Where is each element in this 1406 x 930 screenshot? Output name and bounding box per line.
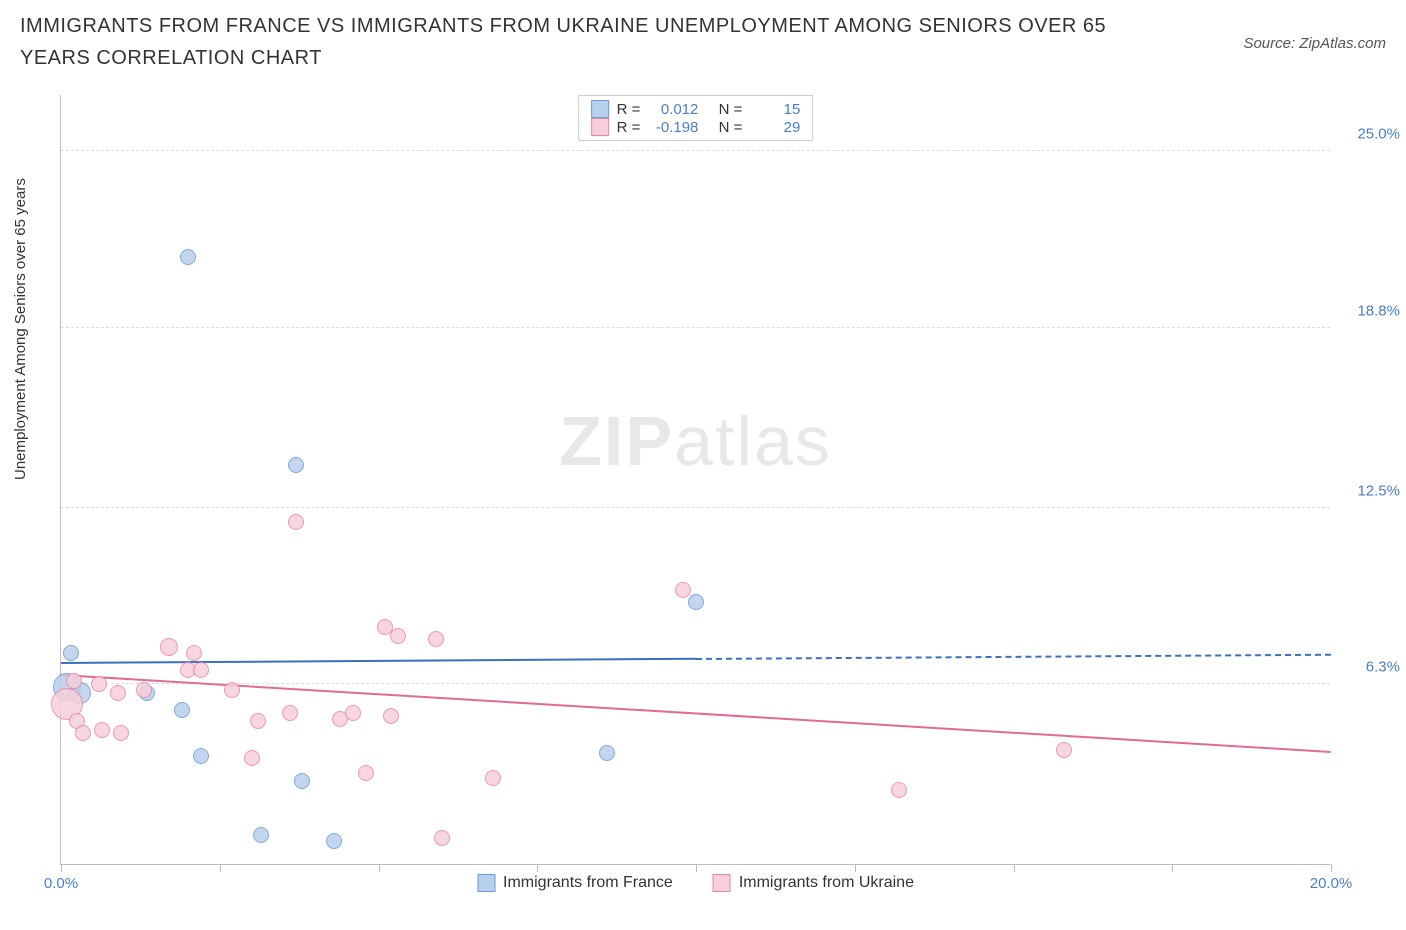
data-point <box>294 773 310 789</box>
data-point <box>91 676 107 692</box>
y-axis-label: Unemployment Among Seniors over 65 years <box>12 178 29 480</box>
data-point <box>94 722 110 738</box>
swatch-ukraine-icon <box>713 874 731 892</box>
chart-title: IMMIGRANTS FROM FRANCE VS IMMIGRANTS FRO… <box>20 10 1170 74</box>
x-tick <box>855 864 856 872</box>
data-point <box>250 713 266 729</box>
series-legend: Immigrants from France Immigrants from U… <box>477 874 914 892</box>
data-point <box>253 827 269 843</box>
trend-line <box>61 674 1331 753</box>
legend-row-france: R = 0.012 N = 15 <box>591 100 801 118</box>
x-tick <box>220 864 221 872</box>
n-label: N = <box>719 101 743 118</box>
trend-line <box>696 654 1331 660</box>
n-label: N = <box>719 119 743 136</box>
data-point <box>675 582 691 598</box>
y-tick-label: 12.5% <box>1357 482 1400 499</box>
data-point <box>383 708 399 724</box>
watermark: ZIPatlas <box>559 401 832 481</box>
x-tick-label: 20.0% <box>1310 875 1353 892</box>
data-point <box>244 750 260 766</box>
n-value-ukraine: 29 <box>750 119 800 136</box>
r-value-france: 0.012 <box>648 101 698 118</box>
n-value-france: 15 <box>750 101 800 118</box>
r-value-ukraine: -0.198 <box>648 119 698 136</box>
data-point <box>224 682 240 698</box>
data-point <box>75 725 91 741</box>
data-point <box>1056 742 1072 758</box>
trend-line <box>61 658 696 664</box>
data-point <box>136 682 152 698</box>
x-tick <box>696 864 697 872</box>
series-name-france: Immigrants from France <box>503 874 673 892</box>
data-point <box>180 249 196 265</box>
data-point <box>63 645 79 661</box>
data-point <box>288 514 304 530</box>
data-point <box>434 830 450 846</box>
x-tick <box>61 864 62 872</box>
legend-row-ukraine: R = -0.198 N = 29 <box>591 118 801 136</box>
legend-item-ukraine: Immigrants from Ukraine <box>713 874 914 892</box>
data-point <box>288 457 304 473</box>
gridline <box>61 150 1330 151</box>
swatch-france-icon <box>477 874 495 892</box>
legend-item-france: Immigrants from France <box>477 874 673 892</box>
data-point <box>282 705 298 721</box>
data-point <box>390 628 406 644</box>
data-point <box>66 673 82 689</box>
swatch-ukraine <box>591 118 609 136</box>
data-point <box>428 631 444 647</box>
data-point <box>193 748 209 764</box>
header: IMMIGRANTS FROM FRANCE VS IMMIGRANTS FRO… <box>0 0 1406 74</box>
gridline <box>61 683 1330 684</box>
data-point <box>358 765 374 781</box>
x-tick <box>1172 864 1173 872</box>
r-label: R = <box>617 119 641 136</box>
chart-plot-area: ZIPatlas R = 0.012 N = 15 R = -0.198 N =… <box>60 95 1330 865</box>
y-tick-label: 18.8% <box>1357 302 1400 319</box>
data-point <box>174 702 190 718</box>
data-point <box>113 725 129 741</box>
data-point <box>485 770 501 786</box>
y-tick-label: 6.3% <box>1366 659 1400 676</box>
data-point <box>599 745 615 761</box>
y-tick-label: 25.0% <box>1357 126 1400 143</box>
correlation-legend: R = 0.012 N = 15 R = -0.198 N = 29 <box>578 95 814 141</box>
r-label: R = <box>617 101 641 118</box>
x-tick <box>1014 864 1015 872</box>
data-point <box>110 685 126 701</box>
gridline <box>61 327 1330 328</box>
data-point <box>186 645 202 661</box>
watermark-light: atlas <box>674 402 832 480</box>
data-point <box>688 594 704 610</box>
data-point <box>345 705 361 721</box>
gridline <box>61 507 1330 508</box>
x-tick-label: 0.0% <box>44 875 78 892</box>
watermark-bold: ZIP <box>559 402 674 480</box>
swatch-france <box>591 100 609 118</box>
series-name-ukraine: Immigrants from Ukraine <box>739 874 914 892</box>
x-tick <box>379 864 380 872</box>
source-label: Source: ZipAtlas.com <box>1243 35 1386 52</box>
data-point <box>160 638 178 656</box>
data-point <box>326 833 342 849</box>
x-tick <box>537 864 538 872</box>
x-tick <box>1331 864 1332 872</box>
data-point <box>193 662 209 678</box>
data-point <box>891 782 907 798</box>
